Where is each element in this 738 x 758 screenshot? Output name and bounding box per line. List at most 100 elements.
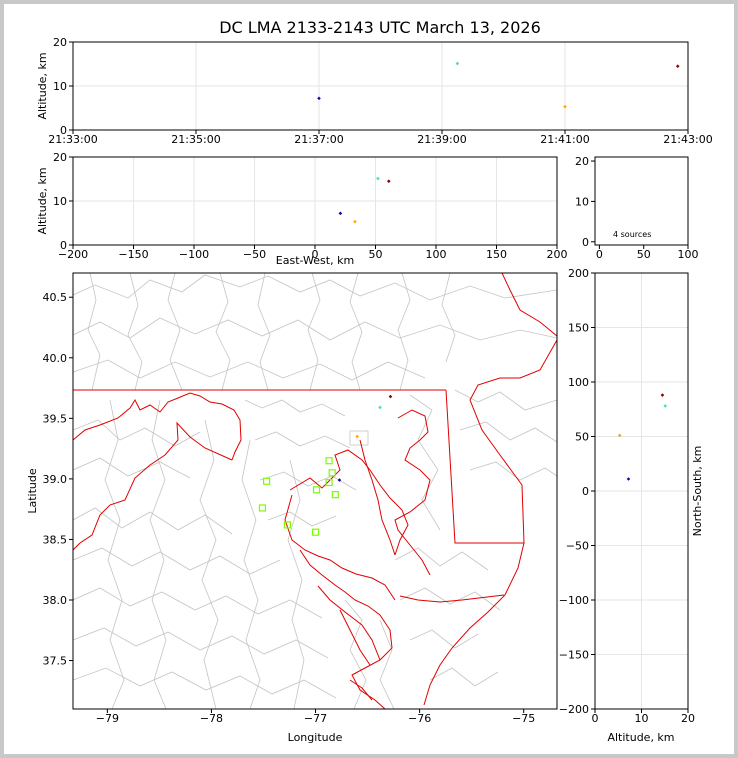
station-marker: [325, 457, 333, 465]
plan-view-xtick-label: −77: [304, 712, 327, 725]
ns-height-point: [660, 393, 665, 397]
ns-height-ytick-label: −200: [559, 703, 589, 716]
ns-height-xtick-label: 10: [635, 712, 649, 725]
time-height-xtick-label: 21:43:00: [663, 133, 712, 146]
time-height-ylabel: Altitude, km: [36, 52, 49, 119]
station-marker: [258, 504, 267, 512]
station-marker: [331, 491, 339, 499]
plan-view-ytick-label: 40.5: [43, 291, 68, 304]
ew-height-ytick-label: 20: [53, 151, 67, 164]
ew-height-point: [376, 176, 380, 181]
ns-height-grid: [594, 272, 689, 710]
station-marker: [283, 521, 292, 529]
ew-height-xtick-label: 0: [312, 248, 319, 261]
ns-height-panel: 0 10 20 −200 −150 −100 −50 0 50 100 150 200 North-S…: [559, 267, 704, 744]
ew-height-ticks: −200 −150 −100 −50 0 50 100 150 200 0 10 20: [53, 151, 568, 261]
time-height-xtick-label: 21:39:00: [417, 133, 466, 146]
histogram-panel: 0 50 100 0 10 20 4 sources: [575, 155, 699, 261]
ew-height-xtick-label: −100: [179, 248, 209, 261]
ns-height-ytick-label: −50: [566, 540, 589, 553]
county-borders: [73, 273, 557, 709]
ew-height-ytick-label: 0: [60, 239, 67, 252]
plan-view-ytick-label: 38.5: [43, 533, 68, 546]
ns-height-ytick-label: 150: [568, 322, 589, 335]
ns-height-point: [617, 433, 622, 438]
plan-view-ticks: −79 −78 −77 −76 −75 37.5 38.0 38.5 39.0 39.5 40.0 4…: [43, 291, 536, 725]
ew-height-points: [338, 176, 391, 224]
station-marker: [312, 486, 321, 494]
plan-view-xlabel: Longitude: [288, 731, 343, 744]
ew-height-point: [353, 219, 357, 224]
ew-height-xtick-label: 200: [547, 248, 568, 261]
ew-height-grid: [72, 156, 558, 246]
figure: DC LMA 2133-2143 UTC March 13, 2026 21:3…: [4, 4, 734, 754]
ew-height-xtick-label: −200: [58, 248, 88, 261]
plan-view-ytick-label: 39.0: [43, 473, 68, 486]
ns-height-point: [663, 404, 668, 408]
ew-height-xtick-label: −150: [118, 248, 148, 261]
plan-view-xtick-label: −75: [512, 712, 535, 725]
figure-canvas: DC LMA 2133-2143 UTC March 13, 2026 21:3…: [26, 18, 713, 744]
time-height-point: [317, 96, 321, 101]
plan-view-point: [388, 394, 393, 399]
time-height-xtick-label: 21:41:00: [540, 133, 589, 146]
time-height-point: [563, 104, 567, 109]
ns-height-xtick-label: 0: [592, 712, 599, 725]
time-height-ytick-label: 0: [60, 124, 67, 137]
time-height-xtick-label: 21:37:00: [294, 133, 343, 146]
plan-view-ytick-label: 40.0: [43, 352, 68, 365]
histogram-ytick-label: 10: [575, 195, 589, 208]
plan-view-point: [337, 478, 342, 482]
ns-height-xtick-label: 20: [681, 712, 695, 725]
plan-view-ylabel: Latitude: [26, 468, 39, 514]
ew-height-xlabel: East-West, km: [276, 254, 354, 267]
ew-height-point: [338, 211, 343, 216]
ns-height-ytick-label: 50: [575, 431, 589, 444]
ns-height-ytick-label: 200: [568, 267, 589, 280]
figure-title: DC LMA 2133-2143 UTC March 13, 2026: [219, 18, 541, 37]
state-borders: [73, 273, 557, 709]
histogram-annotation: 4 sources: [613, 230, 651, 239]
ew-height-ylabel: Altitude, km: [36, 167, 49, 234]
ew-height-panel: −200 −150 −100 −50 0 50 100 150 200 0 10 20 Altitud…: [36, 151, 568, 267]
histogram-ytick-label: 20: [575, 155, 589, 168]
ew-height-xtick-label: 150: [486, 248, 507, 261]
time-height-panel: 21:33:00 21:35:00 21:37:00 21:39:00 21:41:00…: [36, 36, 713, 146]
ns-height-points: [617, 393, 668, 481]
plan-view-ytick-label: 37.5: [43, 655, 68, 668]
ew-height-xtick-label: 50: [369, 248, 383, 261]
time-height-xtick-label: 21:33:00: [48, 133, 97, 146]
ns-height-ylabel: North-South, km: [691, 446, 704, 537]
time-height-ytick-label: 20: [53, 36, 67, 49]
time-height-xtick-label: 21:35:00: [171, 133, 220, 146]
ns-height-ytick-label: −100: [559, 594, 589, 607]
plan-view-panel: −79 −78 −77 −76 −75 37.5 38.0 38.5 39.0 39.5 40.0 4…: [26, 272, 558, 744]
plan-view-xtick-label: −79: [96, 712, 119, 725]
ns-height-ytick-label: −150: [559, 649, 589, 662]
time-height-point: [455, 61, 460, 66]
time-height-ticks: 21:33:00 21:35:00 21:37:00 21:39:00 21:41:00…: [48, 36, 712, 146]
ns-height-ticks: 0 10 20 −200 −150 −100 −50 0 50 100 150 200: [559, 267, 695, 725]
station-marker: [325, 478, 333, 487]
plan-view-xtick-label: −76: [408, 712, 431, 725]
plan-view-points: [337, 394, 393, 482]
ew-height-xtick-label: 100: [426, 248, 447, 261]
histogram-xtick-label: 0: [596, 248, 603, 261]
time-height-point: [675, 64, 680, 68]
time-height-ytick-label: 10: [53, 80, 67, 93]
histogram-ytick-label: 0: [582, 236, 589, 249]
plan-view-xtick-label: −78: [200, 712, 223, 725]
ew-height-ytick-label: 10: [53, 195, 67, 208]
ew-height-point: [387, 179, 391, 183]
histogram-xtick-label: 50: [637, 248, 651, 261]
station-markers: [258, 457, 339, 536]
plan-view-ytick-label: 38.0: [43, 594, 68, 607]
histogram-ticks: 0 50 100 0 10 20: [575, 155, 699, 261]
time-height-points: [317, 61, 680, 109]
station-marker: [263, 477, 271, 485]
station-marker: [328, 469, 336, 477]
plan-view-point: [378, 405, 382, 410]
ns-height-ytick-label: 100: [568, 376, 589, 389]
ns-height-xlabel: Altitude, km: [607, 731, 674, 744]
ns-height-point: [626, 477, 631, 481]
